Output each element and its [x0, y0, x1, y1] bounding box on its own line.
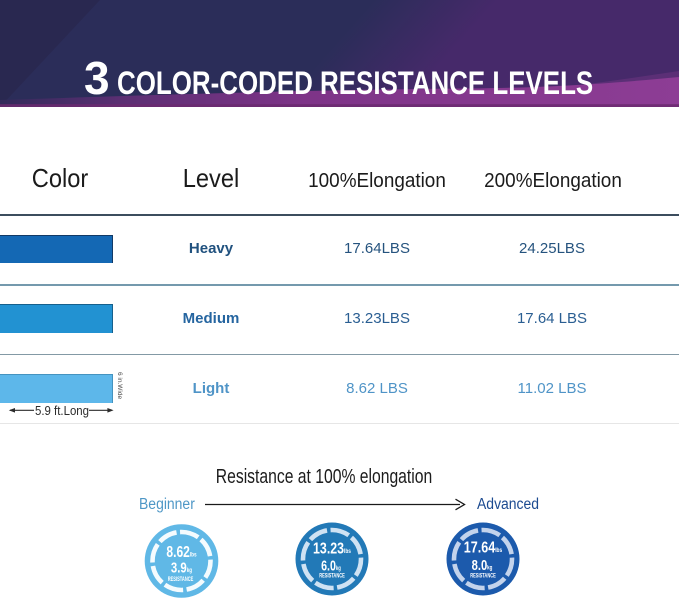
svg-text:RESISTANCE: RESISTANCE [168, 576, 194, 583]
svg-text:13.23lbs: 13.23lbs [313, 539, 351, 557]
svg-text:8.62lbs: 8.62lbs [166, 543, 196, 561]
svg-text:RESISTANCE: RESISTANCE [319, 573, 345, 580]
svg-text:17.64lbs: 17.64lbs [464, 538, 502, 556]
svg-text:RESISTANCE: RESISTANCE [470, 573, 496, 580]
